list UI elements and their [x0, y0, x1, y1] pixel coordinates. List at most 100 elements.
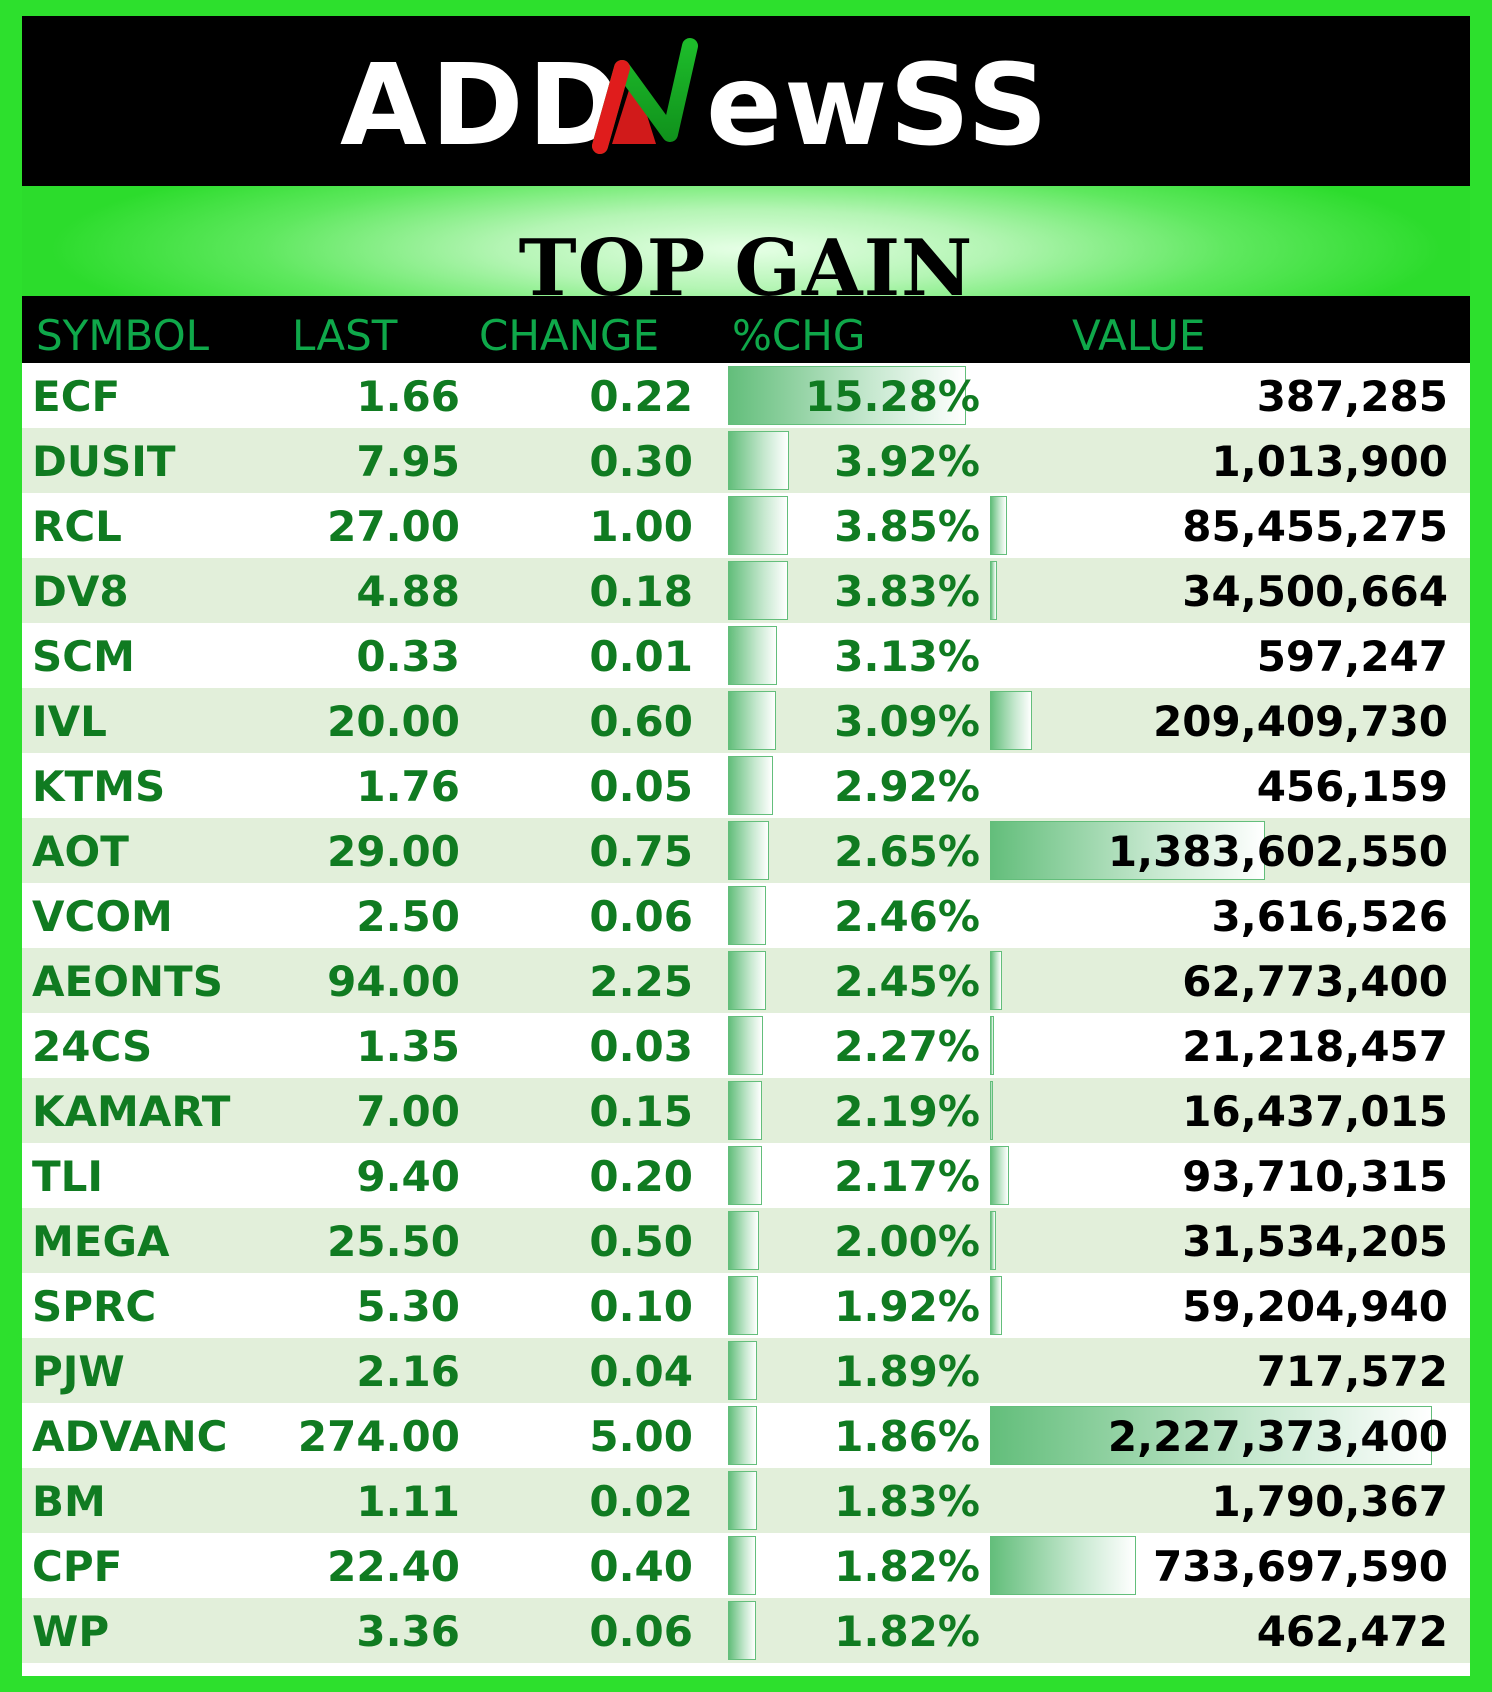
addnewss-logo: ADD ewSS — [340, 38, 1048, 171]
table-row: SCM 0.33 0.01 3.13% 597,247 — [22, 623, 1470, 688]
pct-change-databar — [728, 821, 770, 880]
value-cell: 93,710,315 — [1182, 1152, 1448, 1201]
symbol-cell: IVL — [32, 697, 107, 746]
pct-change-databar — [728, 886, 767, 945]
table-row: CPF 22.40 0.40 1.82% 733,697,590 — [22, 1533, 1470, 1598]
symbol-cell: CPF — [32, 1542, 123, 1591]
symbol-cell: AOT — [32, 827, 129, 876]
last-price-cell: 7.95 — [356, 437, 460, 486]
pct-change-cell: 1.82% — [834, 1607, 980, 1656]
value-databar — [990, 821, 1265, 880]
frame: ADD ewSS TOP GAIN SYMBOL LAST CHANGE %CH… — [22, 16, 1470, 1676]
header-change: CHANGE — [479, 311, 660, 360]
table-row: DUSIT 7.95 0.30 3.92% 1,013,900 — [22, 428, 1470, 493]
pct-change-cell: 1.89% — [834, 1347, 980, 1396]
table-row: VCOM 2.50 0.06 2.46% 3,616,526 — [22, 883, 1470, 948]
symbol-cell: ECF — [32, 372, 121, 421]
last-price-cell: 25.50 — [327, 1217, 460, 1266]
pct-change-cell: 1.86% — [834, 1412, 980, 1461]
pct-change-databar — [728, 1536, 757, 1595]
change-cell: 1.00 — [589, 502, 693, 551]
pct-change-databar — [728, 1146, 762, 1205]
symbol-cell: TLI — [32, 1152, 104, 1201]
table-row: IVL 20.00 0.60 3.09% 209,409,730 — [22, 688, 1470, 753]
symbol-cell: BM — [32, 1477, 106, 1526]
header-pct-change: %CHG — [732, 311, 866, 360]
value-cell: 462,472 — [1256, 1607, 1448, 1656]
pct-change-cell: 1.82% — [834, 1542, 980, 1591]
last-price-cell: 4.88 — [356, 567, 460, 616]
pct-change-cell: 15.28% — [805, 372, 980, 421]
value-cell: 597,247 — [1256, 632, 1448, 681]
change-cell: 0.06 — [589, 1607, 693, 1656]
symbol-cell: RCL — [32, 502, 122, 551]
value-cell: 456,159 — [1256, 762, 1448, 811]
svg-text:ADD: ADD — [340, 41, 625, 171]
last-price-cell: 5.30 — [356, 1282, 460, 1331]
value-cell: 3,616,526 — [1211, 892, 1448, 941]
page-title: TOP GAIN — [518, 223, 974, 314]
value-cell: 387,285 — [1256, 372, 1448, 421]
pct-change-databar — [728, 951, 767, 1010]
change-cell: 0.04 — [589, 1347, 693, 1396]
table-row: WP 3.36 0.06 1.82% 462,472 — [22, 1598, 1470, 1663]
pct-change-cell: 3.92% — [834, 437, 980, 486]
last-price-cell: 9.40 — [356, 1152, 460, 1201]
symbol-cell: MEGA — [32, 1217, 170, 1266]
last-price-cell: 22.40 — [327, 1542, 460, 1591]
change-cell: 0.22 — [589, 372, 693, 421]
table-row: TLI 9.40 0.20 2.17% 93,710,315 — [22, 1143, 1470, 1208]
value-cell: 85,455,275 — [1182, 502, 1448, 551]
pct-change-databar — [728, 1081, 763, 1140]
value-databar — [990, 561, 997, 620]
symbol-cell: WP — [32, 1607, 110, 1656]
change-cell: 0.10 — [589, 1282, 693, 1331]
value-cell: 1,013,900 — [1211, 437, 1448, 486]
value-cell: 2,227,373,400 — [1107, 1412, 1448, 1461]
value-databar — [990, 691, 1032, 750]
pct-change-databar — [728, 1341, 758, 1400]
pct-change-cell: 2.27% — [834, 1022, 980, 1071]
pct-change-databar — [728, 1471, 757, 1530]
header-symbol: SYMBOL — [36, 311, 210, 360]
value-cell: 34,500,664 — [1182, 567, 1448, 616]
value-cell: 1,383,602,550 — [1107, 827, 1448, 876]
table-row: KAMART 7.00 0.15 2.19% 16,437,015 — [22, 1078, 1470, 1143]
change-cell: 0.20 — [589, 1152, 693, 1201]
pct-change-databar — [728, 366, 966, 425]
pct-change-cell: 2.65% — [834, 827, 980, 876]
last-price-cell: 29.00 — [327, 827, 460, 876]
pct-change-databar — [728, 561, 788, 620]
symbol-cell: PJW — [32, 1347, 125, 1396]
last-price-cell: 20.00 — [327, 697, 460, 746]
title-band: TOP GAIN — [22, 186, 1470, 312]
header-last: LAST — [292, 311, 398, 360]
change-cell: 0.05 — [589, 762, 693, 811]
change-cell: 0.18 — [589, 567, 693, 616]
pct-change-databar — [728, 496, 788, 555]
symbol-cell: ADVANC — [32, 1412, 228, 1461]
pct-change-cell: 2.17% — [834, 1152, 980, 1201]
symbol-cell: SCM — [32, 632, 135, 681]
header-value: VALUE — [1072, 311, 1206, 360]
change-cell: 0.40 — [589, 1542, 693, 1591]
pct-change-cell: 1.83% — [834, 1477, 980, 1526]
pct-change-databar — [728, 626, 777, 685]
pct-change-cell: 1.92% — [834, 1282, 980, 1331]
change-cell: 0.06 — [589, 892, 693, 941]
pct-change-databar — [728, 1406, 757, 1465]
table-row: AOT 29.00 0.75 2.65% 1,383,602,550 — [22, 818, 1470, 883]
pct-change-cell: 2.00% — [834, 1217, 980, 1266]
value-databar — [990, 951, 1003, 1010]
value-cell: 1,790,367 — [1211, 1477, 1448, 1526]
value-databar — [990, 1081, 994, 1140]
value-cell: 733,697,590 — [1153, 1542, 1448, 1591]
change-cell: 0.02 — [589, 1477, 693, 1526]
value-databar — [990, 1536, 1136, 1595]
last-price-cell: 274.00 — [297, 1412, 460, 1461]
value-databar — [990, 496, 1007, 555]
symbol-cell: SPRC — [32, 1282, 157, 1331]
value-databar — [990, 1406, 1432, 1465]
last-price-cell: 1.35 — [356, 1022, 460, 1071]
change-cell: 0.75 — [589, 827, 693, 876]
